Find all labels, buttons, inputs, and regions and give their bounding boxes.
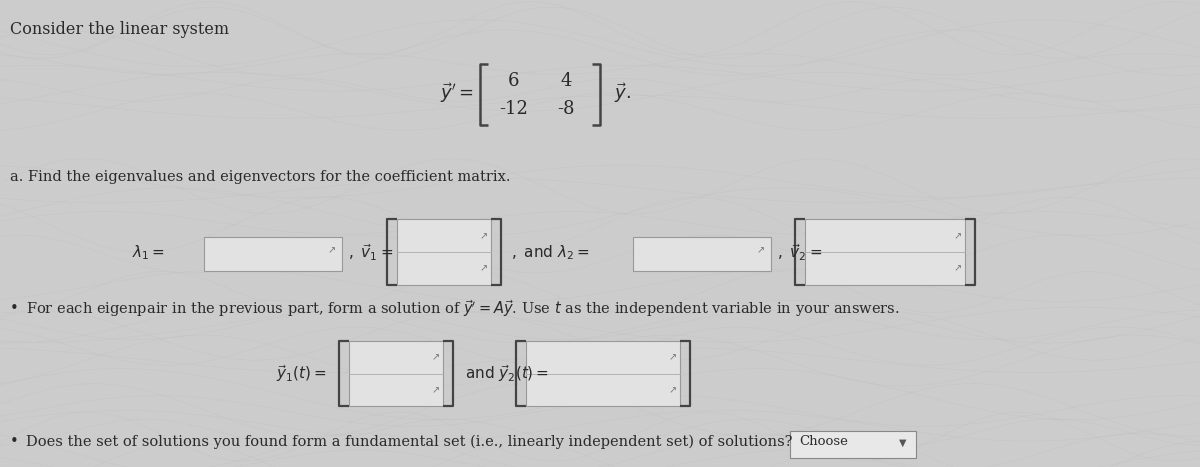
Text: ↗: ↗: [668, 352, 677, 362]
Text: ↗: ↗: [954, 263, 962, 274]
Text: ↗: ↗: [954, 231, 962, 241]
Bar: [349, 341, 444, 406]
Text: $,\ \mathrm{and}\ \lambda_2 =$: $,\ \mathrm{and}\ \lambda_2 =$: [511, 243, 589, 262]
Text: $\vec{y}_1(t) =$: $\vec{y}_1(t) =$: [276, 363, 326, 384]
Text: $\vec{y}' =$: $\vec{y}' =$: [440, 81, 474, 106]
Text: ↗: ↗: [668, 385, 677, 395]
Bar: [634, 237, 772, 271]
Text: $\mathrm{and}\ \vec{y}_2(t) =$: $\mathrm{and}\ \vec{y}_2(t) =$: [466, 363, 550, 384]
Text: 6: 6: [508, 72, 520, 90]
Text: For each eigenpair in the previous part, form a solution of $\vec{y}' = A\vec{y}: For each eigenpair in the previous part,…: [26, 298, 900, 318]
Bar: [805, 219, 966, 285]
Text: ↗: ↗: [328, 246, 336, 256]
Text: ↗: ↗: [432, 352, 440, 362]
Text: $\vec{y}.$: $\vec{y}.$: [614, 81, 631, 106]
Text: 4: 4: [560, 72, 572, 90]
Bar: [526, 341, 680, 406]
Text: Choose: Choose: [799, 435, 848, 448]
Text: ↗: ↗: [432, 385, 440, 395]
Text: ↗: ↗: [480, 263, 488, 274]
Text: Does the set of solutions you found form a fundamental set (i.e., linearly indep: Does the set of solutions you found form…: [26, 434, 793, 448]
Text: ↗: ↗: [480, 231, 488, 241]
Text: -12: -12: [499, 100, 528, 118]
Text: $,\ \vec{v}_2 =$: $,\ \vec{v}_2 =$: [778, 242, 822, 262]
Bar: [790, 431, 916, 458]
Text: $\lambda_1 =$: $\lambda_1 =$: [132, 243, 166, 262]
Text: -8: -8: [558, 100, 575, 118]
Text: •: •: [10, 301, 18, 316]
Text: $,\ \vec{v}_1 =$: $,\ \vec{v}_1 =$: [348, 242, 394, 262]
Bar: [204, 237, 342, 271]
Text: •: •: [10, 434, 18, 449]
Text: ↗: ↗: [757, 246, 766, 256]
Bar: [397, 219, 492, 285]
Text: ▼: ▼: [899, 438, 906, 448]
Text: Consider the linear system: Consider the linear system: [10, 21, 229, 38]
Text: a. Find the eigenvalues and eigenvectors for the coefficient matrix.: a. Find the eigenvalues and eigenvectors…: [10, 170, 510, 184]
